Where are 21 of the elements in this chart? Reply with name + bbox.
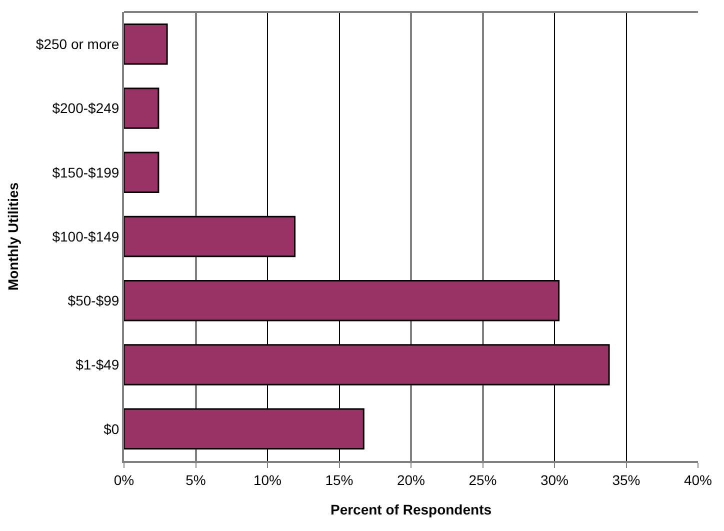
x-tick-label: 10%: [253, 472, 282, 488]
x-tick-label: 40%: [684, 472, 712, 488]
x-tick-label: 15%: [325, 472, 354, 488]
y-tick-label: $0: [104, 420, 120, 437]
x-axis-title: Percent of Respondents: [330, 502, 492, 518]
y-tick-label: $50-$99: [68, 292, 120, 309]
bar: [124, 88, 160, 129]
bar: [124, 152, 160, 193]
y-tick-label: $250 or more: [36, 36, 120, 52]
bar: [124, 23, 168, 65]
y-tick-label: $1-$49: [76, 356, 120, 373]
x-tick-label: 20%: [396, 472, 426, 488]
y-axis-title: Monthly Utilities: [5, 182, 22, 291]
y-tick-label: $200-$249: [52, 100, 120, 116]
x-tick-label: 5%: [186, 472, 206, 488]
y-tick-label: $100-$149: [52, 228, 120, 244]
x-tick-label: 25%: [468, 472, 497, 488]
y-tick-label: $150-$199: [52, 164, 120, 180]
x-tick-label: 0%: [114, 472, 134, 488]
x-tick-label: 30%: [540, 472, 569, 488]
x-tick-label: 35%: [612, 472, 640, 488]
